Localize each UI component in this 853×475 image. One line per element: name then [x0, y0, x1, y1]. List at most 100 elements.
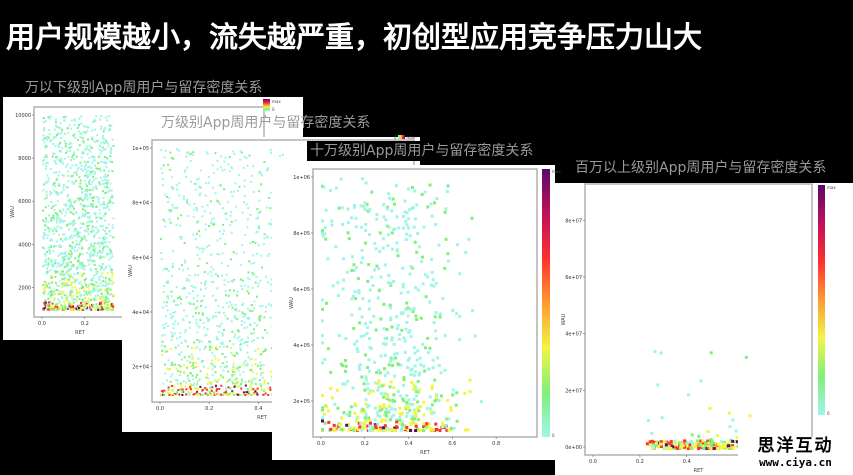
density-cell [383, 263, 387, 267]
density-cell [95, 115, 98, 118]
density-cell [70, 261, 72, 264]
density-cell [260, 384, 263, 387]
density-cell [652, 446, 656, 450]
density-cell [390, 231, 394, 235]
density-cell [212, 364, 215, 367]
density-cell [80, 294, 83, 297]
density-cell [111, 138, 114, 141]
density-cell [226, 317, 229, 320]
density-cell [90, 242, 93, 245]
density-cell [70, 146, 73, 149]
density-cell [162, 291, 165, 293]
density-cell [104, 160, 107, 163]
density-cell [455, 391, 459, 395]
density-cell [68, 146, 71, 149]
density-cell [61, 131, 64, 134]
density-cell [188, 392, 191, 395]
density-cell [368, 418, 372, 422]
density-cell [220, 322, 223, 325]
density-cell [70, 289, 73, 292]
density-cell [162, 306, 165, 309]
density-cell [333, 402, 337, 406]
density-cell [399, 291, 403, 295]
density-cell [69, 198, 72, 201]
density-cell [59, 280, 62, 283]
density-cell [189, 160, 192, 162]
density-cell [252, 165, 255, 168]
density-cell [225, 391, 227, 394]
density-cell [411, 403, 415, 406]
density-cell [188, 393, 191, 396]
density-cell [92, 139, 95, 142]
density-cell [101, 299, 104, 301]
density-cell [104, 267, 107, 269]
density-cell [105, 265, 107, 268]
density-cell [58, 143, 61, 146]
density-cell [380, 418, 384, 422]
density-cell [68, 300, 71, 303]
density-cell [390, 407, 394, 411]
density-cell [78, 287, 81, 290]
density-cell [106, 308, 109, 311]
density-cell [405, 411, 409, 415]
density-cell [170, 375, 172, 378]
density-cell [200, 340, 203, 343]
density-cell [87, 263, 90, 266]
density-cell [105, 252, 108, 255]
density-cell [45, 139, 48, 141]
density-cell [712, 447, 716, 450]
density-cell [383, 424, 387, 428]
density-cell [109, 196, 112, 199]
density-cell [190, 383, 193, 386]
y-tick-label: 10000 [15, 113, 31, 119]
density-cell [394, 356, 398, 360]
density-cell [56, 225, 59, 228]
density-cell [83, 235, 86, 238]
density-cell [390, 209, 393, 213]
density-cell [63, 203, 66, 206]
density-cell [48, 306, 51, 309]
density-cell [402, 214, 406, 218]
density-cell [98, 145, 101, 148]
density-cell [95, 216, 98, 219]
density-cell [266, 331, 269, 334]
density-cell [207, 390, 210, 393]
density-cell [422, 364, 426, 368]
density-cell [256, 295, 258, 298]
density-cell [367, 429, 371, 432]
density-cell [42, 163, 45, 166]
density-cell [350, 427, 354, 431]
density-cell [69, 250, 72, 253]
density-cell [243, 201, 245, 204]
density-cell [72, 295, 75, 298]
density-cell [83, 305, 86, 308]
density-cell [385, 426, 389, 430]
density-cell [353, 402, 357, 406]
density-cell [192, 378, 195, 381]
density-cell [195, 321, 198, 324]
density-cell [177, 217, 179, 220]
density-cell [378, 405, 382, 409]
y-tick-label: 1e+06 [293, 175, 310, 181]
density-cell [75, 155, 78, 158]
density-cell [62, 273, 65, 276]
density-cell [204, 287, 207, 290]
density-cell [264, 348, 267, 351]
density-cell [408, 234, 412, 238]
density-cell [195, 383, 198, 386]
density-cell [435, 428, 439, 431]
density-cell [239, 278, 242, 281]
density-cell [229, 224, 232, 227]
density-cell [46, 304, 49, 307]
density-cell [53, 152, 56, 155]
density-cell [100, 183, 103, 186]
density-cell [161, 353, 163, 356]
density-cell [87, 138, 89, 141]
density-cell [451, 308, 455, 312]
density-cell [401, 397, 405, 401]
y-tick-label: 4000 [18, 242, 31, 248]
density-cell [89, 245, 92, 248]
density-cell [333, 425, 337, 429]
density-cell [346, 221, 350, 225]
density-cell [73, 153, 76, 156]
